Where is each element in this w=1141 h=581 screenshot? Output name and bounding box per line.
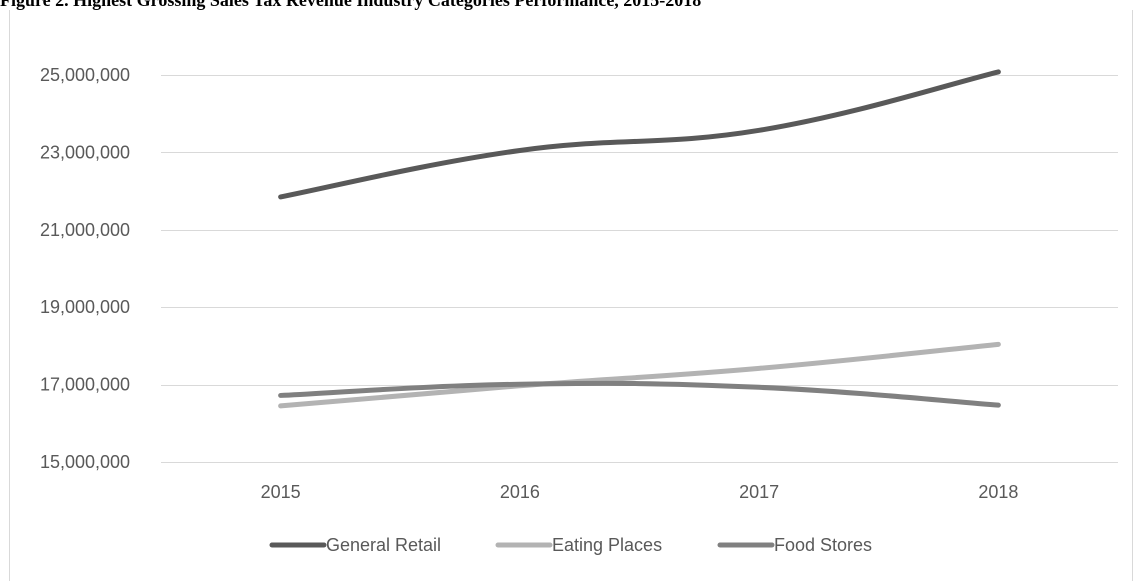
y-tick-label: 21,000,000 [40,220,130,240]
x-tick-label: 2016 [500,482,540,502]
x-tick-label: 2018 [978,482,1018,502]
x-axis: 2015 2016 2017 2018 [261,482,1019,502]
y-tick-label: 15,000,000 [40,452,130,472]
series-lines [278,69,1001,409]
series-line-eating-places [278,341,1001,409]
legend-label: Food Stores [774,535,872,555]
x-tick-label: 2015 [261,482,301,502]
legend-item-general-retail: General Retail [269,535,441,555]
series-line-food-stores [278,380,1001,408]
y-tick-label: 17,000,000 [40,375,130,395]
y-axis: 15,000,000 17,000,000 19,000,000 21,000,000… [40,65,130,472]
legend-item-eating-places: Eating Places [495,535,662,555]
x-tick-label: 2017 [739,482,779,502]
y-tick-label: 19,000,000 [40,297,130,317]
legend-item-food-stores: Food Stores [717,535,872,555]
legend-label: Eating Places [552,535,662,555]
chart-title: Figure 2. Highest Grossing Sales Tax Rev… [0,0,702,10]
legend: General Retail Eating Places Food Stores [269,535,872,555]
y-tick-label: 23,000,000 [40,142,130,162]
legend-label: General Retail [326,535,441,555]
series-line-general-retail [278,69,1001,200]
y-tick-label: 25,000,000 [40,65,130,85]
